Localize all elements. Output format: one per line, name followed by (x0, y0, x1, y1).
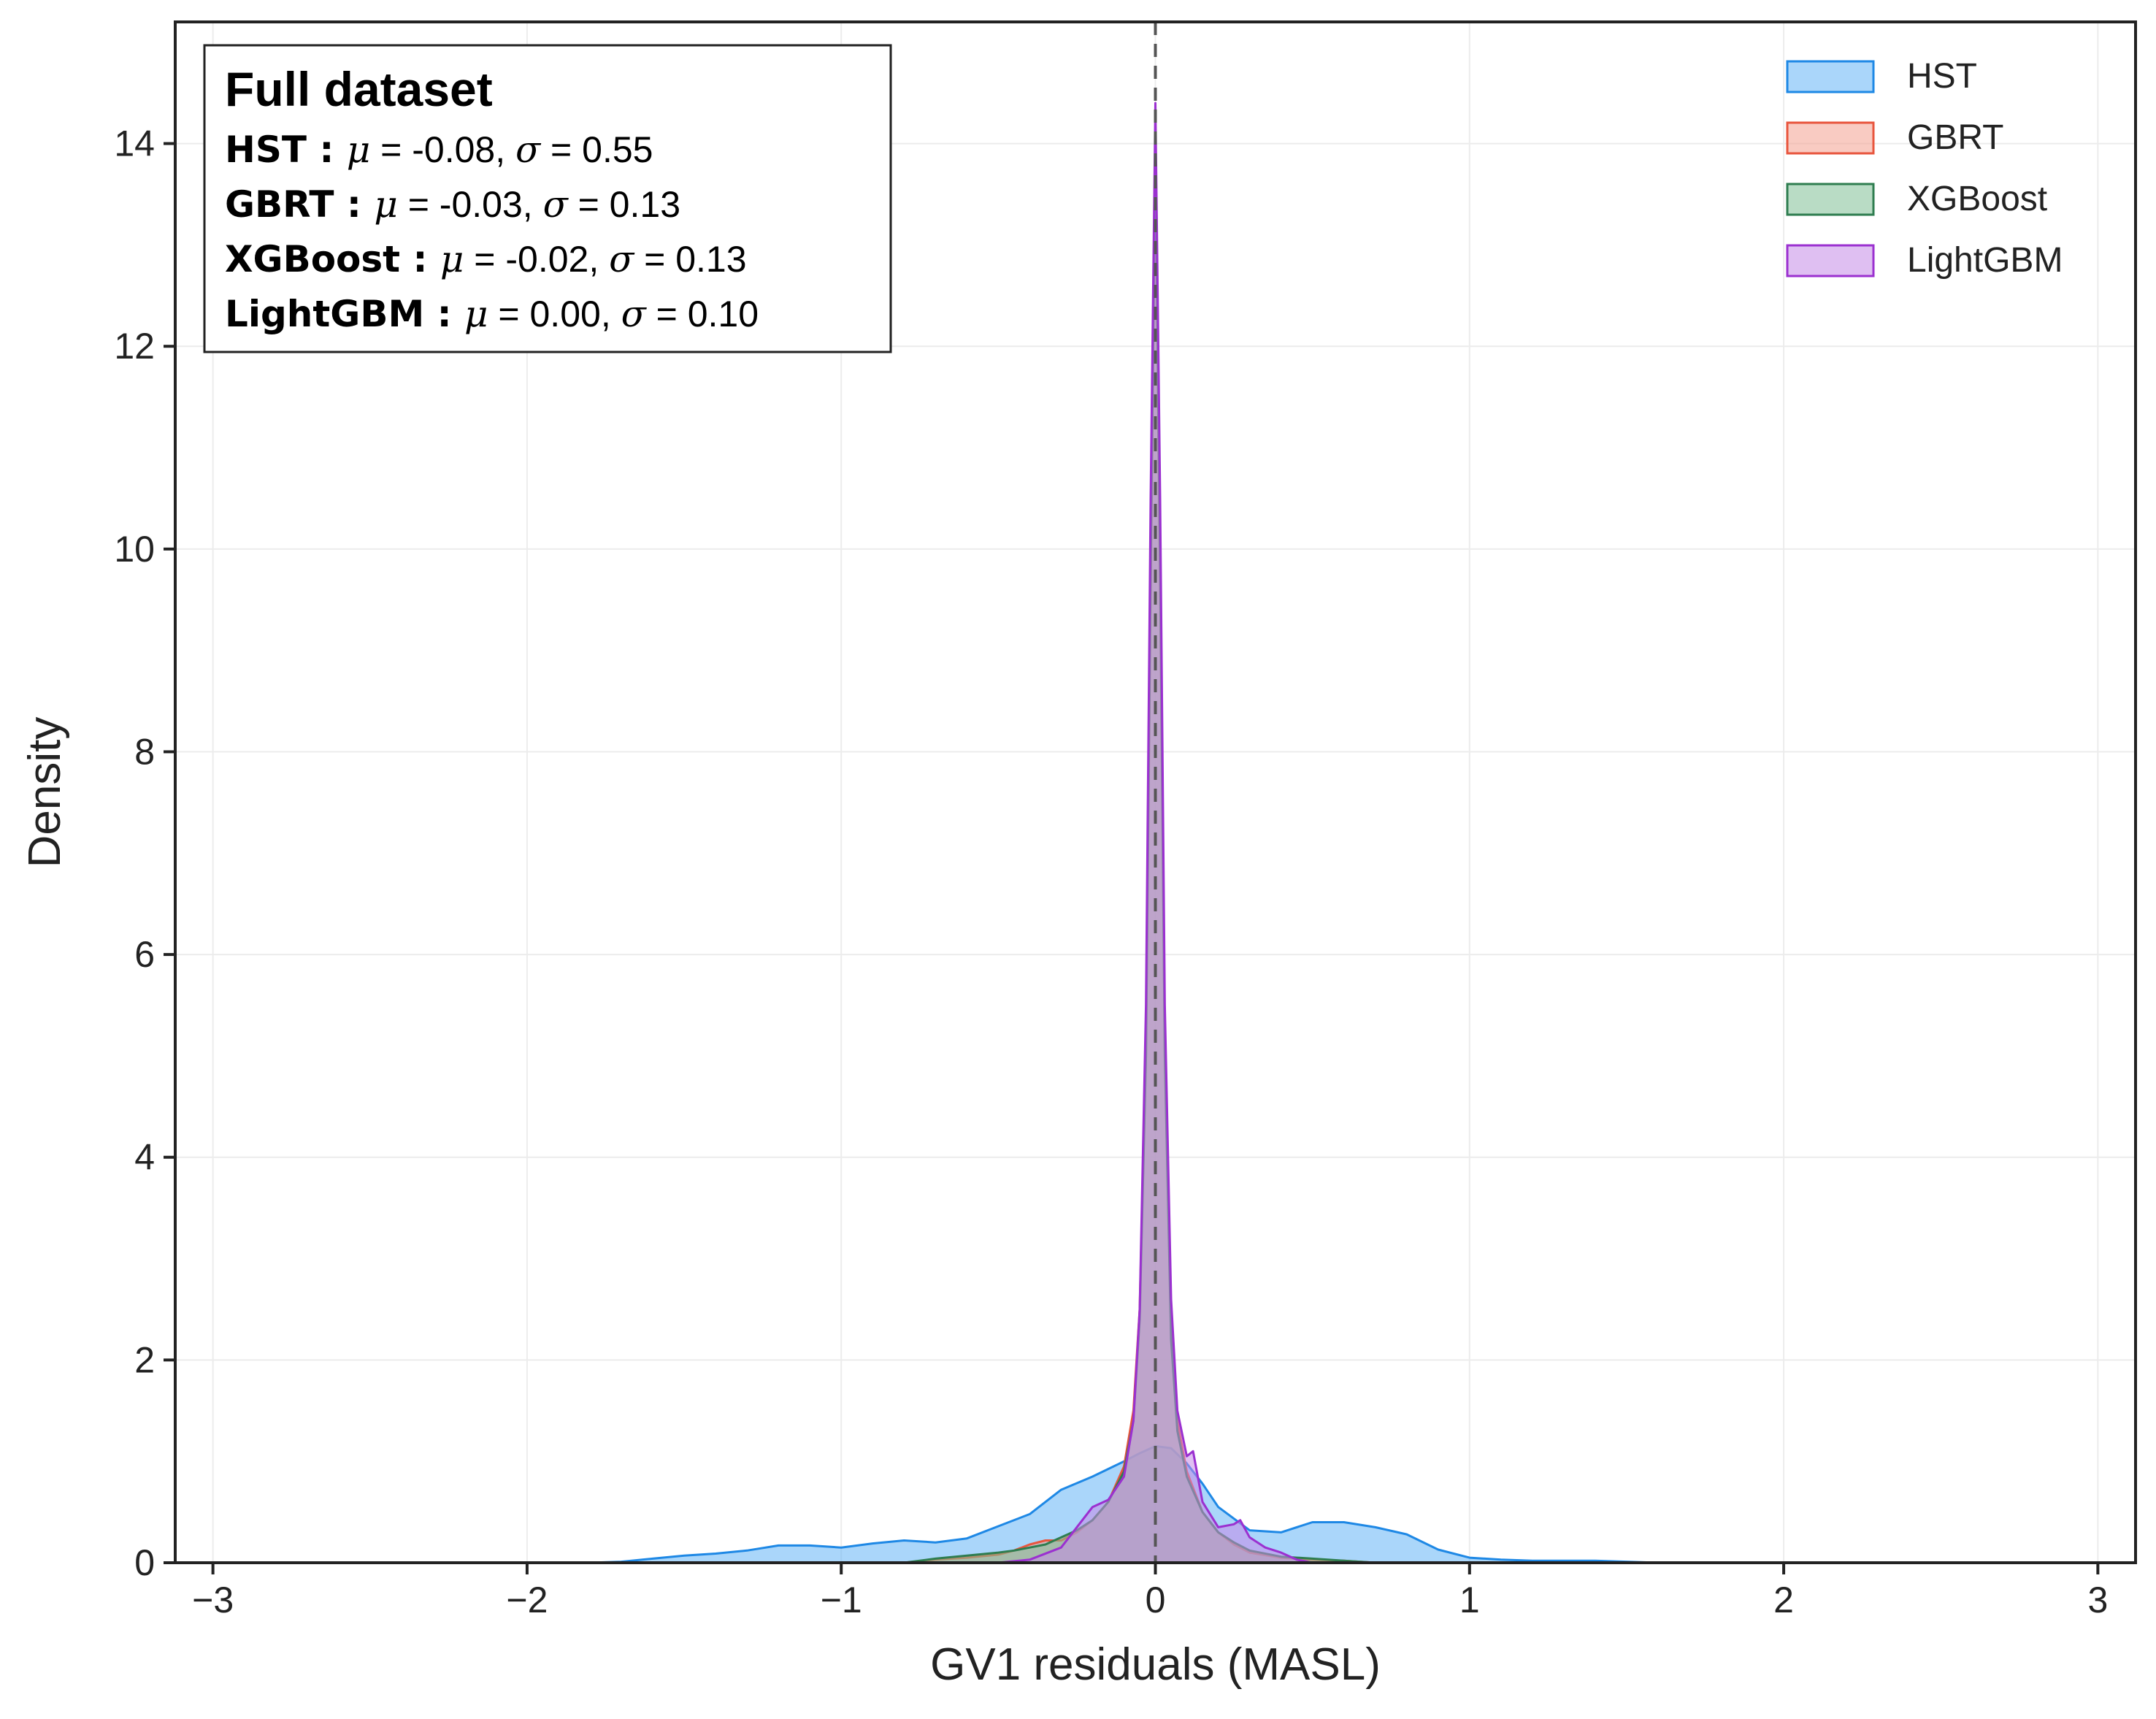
stats-row-0: HST : μ = -0.08, σ = 0.55 (225, 129, 653, 171)
x-tick-label-0: −3 (192, 1580, 234, 1620)
y-axis-label: Density (20, 717, 70, 868)
legend-label-3: LightGBM (1907, 241, 2063, 280)
y-tick-label-0: 0 (134, 1542, 155, 1583)
y-tick-label-3: 6 (134, 934, 155, 975)
y-tick-label-2: 4 (134, 1137, 155, 1178)
legend-swatch-2 (1786, 183, 1875, 216)
x-tick-label-3: 0 (1146, 1580, 1166, 1620)
x-tick-label-6: 3 (2087, 1580, 2108, 1620)
legend-label-2: XGBoost (1907, 180, 2047, 218)
stats-box-frame (203, 44, 892, 353)
legend: HST GBRT XGBoost LightGBM (1786, 57, 2063, 280)
stats-row-1: GBRT : μ = -0.03, σ = 0.13 (225, 183, 680, 226)
x-tick-label-5: 2 (1773, 1580, 1794, 1620)
legend-label-1: GBRT (1907, 118, 2003, 157)
x-tick-label-2: −1 (821, 1580, 862, 1620)
x-tick-label-1: −2 (506, 1580, 548, 1620)
stats-box-title: Full dataset (225, 62, 493, 116)
stats-box: Full dataset HST : μ = -0.08, σ = 0.55 GBR… (203, 44, 892, 353)
y-tick-label-6: 12 (114, 326, 155, 367)
legend-swatch-3 (1786, 244, 1875, 277)
legend-label-0: HST (1907, 57, 1977, 96)
y-tick-label-5: 10 (114, 529, 155, 570)
stats-row-2: XGBoost : μ = -0.02, σ = 0.13 (225, 238, 747, 280)
legend-swatch-1 (1786, 121, 1875, 155)
x-axis-label: GV1 residuals (MASL) (930, 1639, 1381, 1690)
stats-row-3: LightGBM : μ = 0.00, σ = 0.10 (225, 293, 759, 335)
legend-swatch-0 (1786, 60, 1875, 93)
y-tick-label-7: 14 (114, 123, 155, 164)
x-tick-label-4: 1 (1459, 1580, 1480, 1620)
y-tick-label-4: 8 (134, 731, 155, 772)
y-tick-label-1: 2 (134, 1339, 155, 1380)
